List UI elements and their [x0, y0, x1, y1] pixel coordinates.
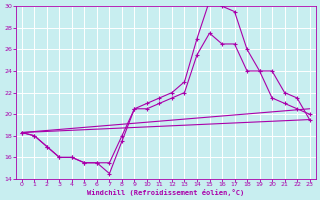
X-axis label: Windchill (Refroidissement éolien,°C): Windchill (Refroidissement éolien,°C)	[87, 189, 244, 196]
